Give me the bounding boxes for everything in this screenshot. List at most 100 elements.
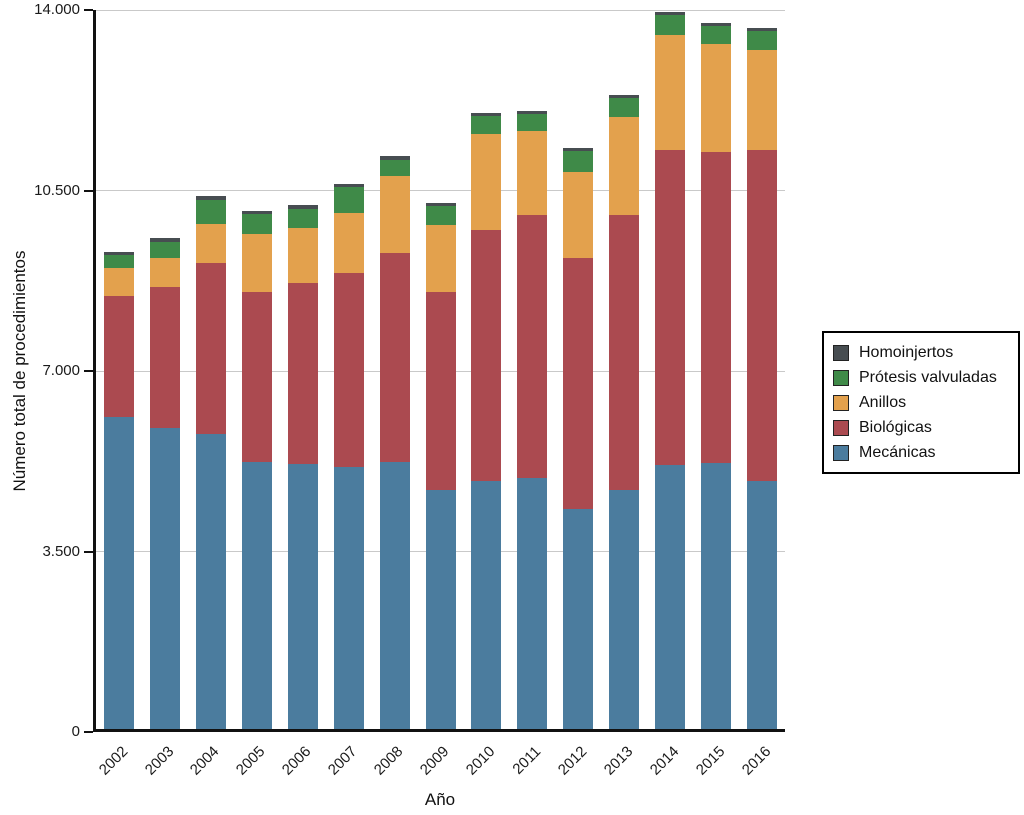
- x-tick-labels: 2002 2003 2004 2005 2006 2007 2008 2009 2010 2011…: [95, 737, 785, 797]
- bar-segment: [517, 215, 548, 479]
- bar-segment: [747, 31, 778, 50]
- bar-2002: [103, 251, 134, 732]
- bar-segment: [609, 98, 640, 118]
- bar-2012: [563, 148, 594, 732]
- legend-swatch: [833, 394, 849, 411]
- bar-segment: [149, 427, 180, 732]
- bar-segment: [379, 159, 410, 177]
- bar-segment: [103, 251, 134, 255]
- legend-item: Anillos: [833, 390, 1009, 415]
- x-axis-title: Año: [424, 790, 456, 809]
- x-tick-label: 2006: [279, 743, 315, 779]
- bar-segment: [471, 480, 502, 732]
- bar-segment: [425, 490, 456, 732]
- bar-2003: [149, 237, 180, 732]
- bar-segment: [563, 171, 594, 259]
- bar-2004: [195, 195, 226, 732]
- y-tick-label: 3.500: [42, 542, 80, 560]
- bar-2006: [287, 205, 318, 732]
- bar-segment: [333, 187, 364, 213]
- bar-segment: [609, 215, 640, 491]
- bar-segment: [747, 49, 778, 151]
- gridline: [96, 9, 785, 11]
- y-tick-label: 0: [71, 723, 80, 740]
- legend-label: Biológicas: [859, 418, 932, 436]
- bar-segment: [287, 228, 318, 284]
- legend-swatch: [833, 419, 849, 436]
- bar-segment: [379, 176, 410, 253]
- x-tick-label: 2009: [416, 743, 453, 779]
- legend-swatch: [833, 344, 849, 361]
- bar-segment: [149, 237, 180, 243]
- bar-segment: [655, 12, 686, 16]
- bar-segment: [195, 433, 226, 732]
- bar-segment: [379, 252, 410, 462]
- bar-segment: [747, 150, 778, 481]
- x-tick-label: 2008: [370, 743, 407, 779]
- bar-segment: [471, 229, 502, 481]
- bar-segment: [287, 463, 318, 732]
- bar-segment: [103, 267, 134, 297]
- legend-label: Prótesis valvuladas: [859, 368, 997, 386]
- bar-2010: [471, 113, 502, 732]
- bar-segment: [241, 234, 272, 293]
- bar-segment: [471, 134, 502, 230]
- y-tick-label: 7.000: [42, 362, 80, 379]
- bar-segment: [517, 114, 548, 131]
- bar-2013: [609, 95, 640, 732]
- bar-segment: [701, 463, 732, 732]
- y-tick-mark: [84, 189, 93, 192]
- bar-segment: [287, 283, 318, 464]
- legend: Homoinjertos Prótesis valvuladas Anillos Bi…: [822, 331, 1020, 474]
- legend-item: Biológicas: [833, 415, 1009, 440]
- bar-segment: [287, 208, 318, 229]
- bar-segment: [149, 242, 180, 259]
- bar-segment: [563, 151, 594, 172]
- legend-item: Homoinjertos: [833, 340, 1009, 365]
- bar-segment: [517, 111, 548, 115]
- bar-segment: [149, 286, 180, 428]
- x-tick-label: 2012: [554, 743, 591, 779]
- bar-segment: [563, 148, 594, 152]
- bar-segment: [333, 273, 364, 467]
- legend-item: Prótesis valvuladas: [833, 365, 1009, 390]
- bar-2011: [517, 111, 548, 732]
- bar-segment: [655, 465, 686, 732]
- bar-segment: [195, 262, 226, 434]
- bar-segment: [287, 205, 318, 209]
- bar-segment: [701, 44, 732, 153]
- bar-segment: [609, 95, 640, 99]
- legend-label: Anillos: [859, 393, 907, 411]
- bar-segment: [195, 223, 226, 263]
- bar-2015: [701, 22, 732, 732]
- x-tick-label: 2013: [600, 743, 637, 779]
- y-tick-label: 10.500: [34, 181, 80, 199]
- x-tick-label: 2002: [95, 743, 131, 779]
- bar-segment: [241, 213, 272, 235]
- bar-segment: [701, 152, 732, 464]
- bar-segment: [747, 480, 778, 732]
- bar-segment: [103, 417, 134, 732]
- bar-segment: [241, 292, 272, 462]
- bar-segment: [379, 461, 410, 732]
- bar-segment: [655, 35, 686, 151]
- legend-item: Mecánicas: [833, 440, 1009, 465]
- bar-segment: [333, 466, 364, 732]
- bar-2016: [747, 28, 778, 732]
- bar-2005: [241, 210, 272, 732]
- legend-label: Homoinjertos: [859, 343, 954, 361]
- bar-segment: [195, 199, 226, 224]
- bar-segment: [563, 508, 594, 732]
- y-tick-label: 14.000: [34, 1, 80, 18]
- bar-segment: [425, 225, 456, 293]
- bar-segment: [103, 296, 134, 418]
- bar-segment: [149, 258, 180, 287]
- bar-segment: [241, 210, 272, 214]
- x-tick-label: 2007: [325, 743, 361, 779]
- x-tick-label: 2015: [692, 743, 729, 779]
- bar-2014: [655, 12, 686, 732]
- legend-swatch: [833, 444, 849, 461]
- x-tick-label: 2014: [646, 743, 683, 779]
- bar-segment: [471, 113, 502, 117]
